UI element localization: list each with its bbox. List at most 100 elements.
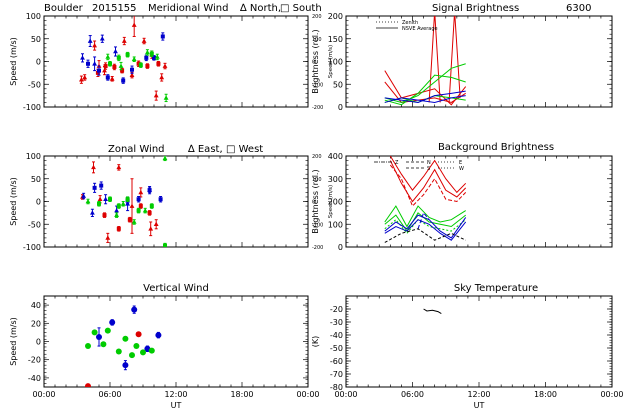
- x-tick-label: 00:00: [600, 390, 623, 399]
- data-point-square: [152, 55, 156, 60]
- y2-tick-label: 200: [312, 14, 322, 20]
- y-tick-label: -50: [28, 80, 41, 89]
- x-axis-label: UT: [171, 401, 182, 410]
- y-tick-label: -100: [23, 103, 41, 112]
- legend: Z NS EW: [374, 160, 464, 172]
- y-tick-label: -20: [28, 356, 41, 365]
- data-point-triangle: [162, 156, 168, 161]
- data-point-square: [130, 67, 134, 72]
- plot-frame: [43, 295, 309, 388]
- meridional-wind-panel: Meridional Wind ∆ North, □ South -100 -50…: [9, 3, 334, 112]
- data-point-triangle: [141, 38, 147, 43]
- data-point-triangle: [129, 72, 135, 77]
- data-point-triangle: [148, 226, 154, 231]
- legend-label: W: [459, 166, 464, 172]
- y-tick-label: -40: [330, 331, 343, 340]
- y-axis-label: Brightness (rel.): [311, 169, 320, 233]
- data-point-square: [147, 188, 152, 193]
- y-tick-label: 400: [328, 152, 343, 161]
- data-point-triangle: [159, 74, 165, 80]
- data-point-square: [149, 204, 154, 209]
- site-label: Boulder: [44, 3, 84, 14]
- signal-brightness-panel: Signal Brightness 6300 0 50 100 150 200 Brigh…: [311, 3, 613, 112]
- data-point-square: [127, 217, 132, 222]
- y-tick-label: -50: [28, 220, 41, 229]
- data-point-circle: [85, 383, 91, 387]
- data-point-square: [158, 197, 163, 202]
- data-point-circle: [129, 352, 135, 359]
- plot-data: [384, 16, 467, 106]
- data-point-circle: [131, 306, 138, 313]
- data-point-circle: [133, 343, 140, 350]
- data-point-square: [103, 64, 108, 69]
- data-point-square: [95, 70, 100, 75]
- series-line: [389, 164, 467, 207]
- data-point-circle: [140, 349, 146, 356]
- series-line: [428, 16, 441, 103]
- series-line: [448, 16, 461, 103]
- data-point-square: [120, 68, 125, 73]
- panel-title: Background Brightness: [438, 142, 554, 153]
- data-point-triangle: [114, 212, 119, 217]
- series-line: [389, 160, 467, 203]
- data-point-triangle: [97, 196, 103, 202]
- data-point-square: [105, 75, 110, 80]
- data-point-circle: [109, 319, 116, 326]
- panel-title: Signal Brightness: [432, 3, 519, 14]
- data-point-triangle: [162, 63, 168, 68]
- y2-axis-label: Speed (m/s): [328, 45, 334, 78]
- y-tick-label: -100: [23, 243, 41, 252]
- y-tick-label: 100: [328, 220, 343, 229]
- date-label: 2015155: [92, 3, 137, 14]
- series-line: [384, 95, 466, 103]
- data-point-triangle: [131, 22, 137, 27]
- y2-tick-label: -100: [312, 82, 323, 88]
- vertical-wind-panel: Vertical Wind 00:00 06:00 12:00 18:00 00:00 -…: [9, 283, 320, 410]
- data-point-square: [136, 61, 141, 66]
- data-point-circle: [96, 333, 102, 340]
- y2-tick-label: 100: [312, 37, 322, 43]
- series-line: [384, 63, 466, 103]
- y-tick-label: 200: [328, 198, 343, 207]
- zonal-wind-panel: Zonal Wind ∆ East, □ West -100 -50 0 50 100 -…: [9, 144, 334, 252]
- series-line: [384, 90, 466, 103]
- data-point-square: [97, 201, 101, 206]
- data-point-square: [97, 68, 101, 73]
- y-tick-label: 0: [36, 198, 41, 207]
- y2-tick-label: 0: [312, 60, 315, 66]
- legend-west: □ West: [226, 144, 263, 155]
- y-tick-label: 0: [36, 58, 41, 67]
- y-tick-label: 150: [328, 35, 343, 44]
- data-point-circle: [85, 343, 91, 350]
- y-axis-label: Speed (m/s): [9, 37, 18, 86]
- data-point-square: [138, 63, 143, 68]
- data-point-circle: [100, 341, 107, 348]
- data-point-triangle: [105, 235, 111, 240]
- data-point-triangle: [105, 54, 111, 59]
- y-axis-label: Speed (m/s): [9, 177, 18, 226]
- data-point-triangle: [92, 42, 97, 48]
- plot-frame: [345, 15, 613, 108]
- data-point-square: [112, 64, 117, 69]
- data-point-square: [147, 210, 152, 215]
- y2-axis-label: Speed (m/s): [328, 185, 334, 218]
- data-point-square: [116, 226, 121, 231]
- data-point-square: [121, 78, 126, 83]
- data-point-square: [125, 52, 130, 57]
- legend-label: Z: [395, 160, 399, 166]
- data-point-triangle: [145, 49, 150, 55]
- data-point-triangle: [116, 164, 122, 170]
- data-point-triangle: [79, 77, 84, 82]
- data-point-square: [125, 197, 130, 202]
- data-point-triangle: [138, 189, 144, 195]
- plot-data: [423, 308, 442, 314]
- data-point-square: [136, 197, 141, 202]
- y2-tick-label: -100: [312, 222, 323, 228]
- data-point-triangle: [120, 201, 126, 206]
- data-point-square: [92, 185, 97, 190]
- y-tick-label: -60: [330, 357, 343, 366]
- data-point-triangle: [87, 38, 93, 43]
- y2-tick-label: -200: [312, 105, 323, 111]
- y-tick-label: -20: [330, 305, 343, 314]
